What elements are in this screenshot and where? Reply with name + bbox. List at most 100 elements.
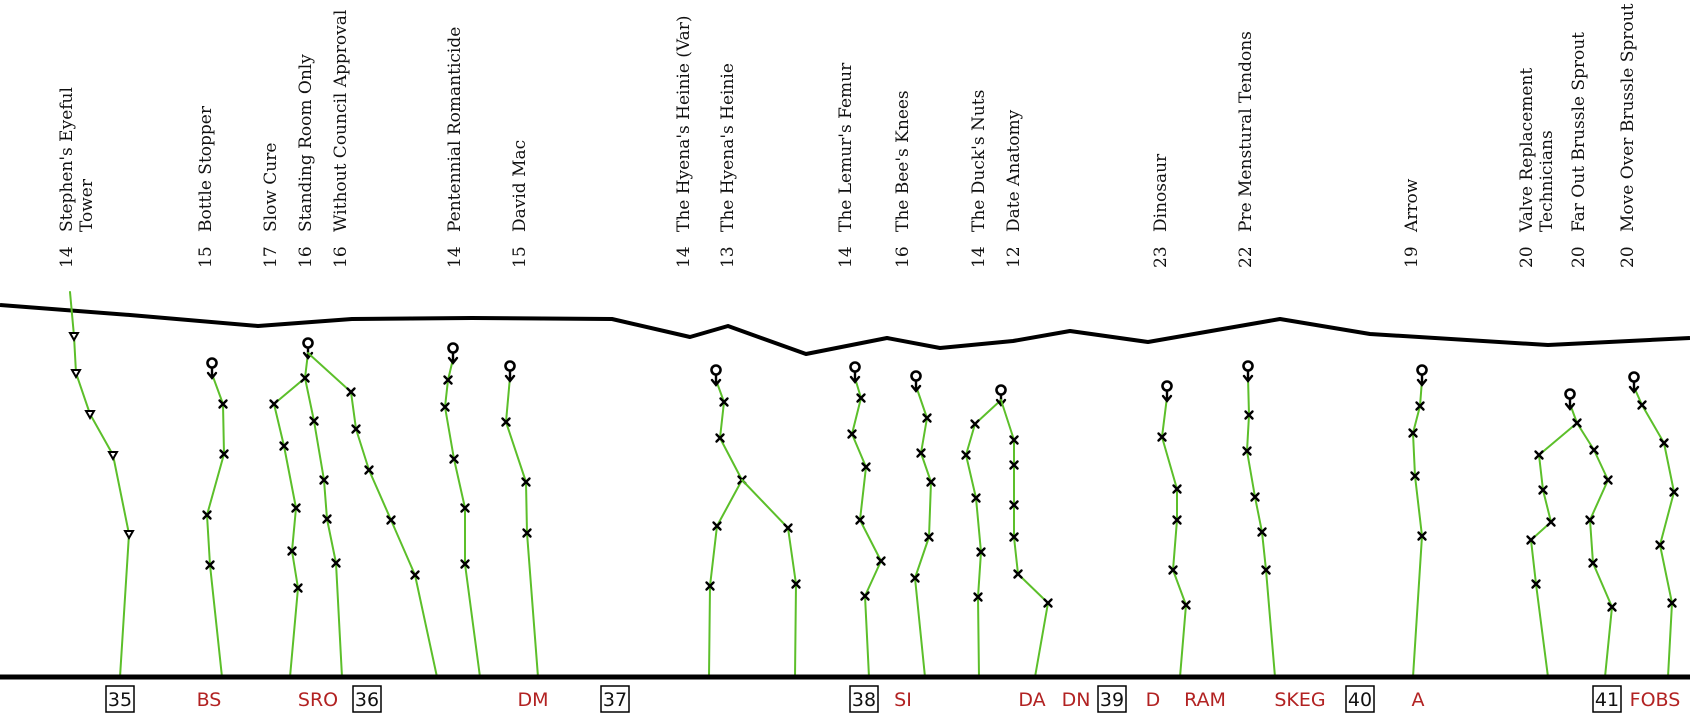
route-without-council-approval[interactable] — [307, 352, 438, 678]
route-line — [1569, 403, 1613, 678]
bolt-marker — [1588, 558, 1598, 568]
bolt-number: 40 — [1348, 689, 1372, 711]
bolt-marker — [202, 510, 212, 520]
bolt-marker — [924, 532, 934, 542]
bolt-number: 35 — [108, 689, 132, 711]
route-label-bottle-stopper: 15 Bottle Stopper — [196, 105, 216, 268]
bolt-marker — [322, 514, 332, 524]
bolt-marker — [522, 528, 532, 538]
bolt-marker — [1410, 471, 1420, 481]
route-slow-cure[interactable] — [269, 377, 306, 678]
route-name: Technicians — [1537, 130, 1557, 232]
bolt-marker — [1417, 531, 1427, 541]
anchor-icon — [910, 370, 922, 393]
route-date-anatomy[interactable] — [1000, 399, 1053, 678]
route-the-bees-knees[interactable] — [910, 370, 936, 678]
lower-off-marker — [123, 530, 135, 541]
bolt-marker — [1538, 485, 1548, 495]
route-david-mac[interactable] — [501, 360, 539, 678]
route-name: Far Out Brussle Sprout — [1569, 32, 1589, 232]
route-standing-room-only[interactable] — [300, 337, 343, 678]
route-grade: 16 — [893, 246, 913, 268]
bolt-marker — [331, 558, 341, 568]
route-pentennial-romanticide[interactable] — [440, 342, 481, 678]
bolt-marker — [1415, 401, 1425, 411]
route-label-far-out-brussle-sprout: 20 Far Out Brussle Sprout — [1569, 32, 1589, 268]
route-label-valve-replacement-technicians: 20 Valve Replacement Technicians — [1517, 68, 1557, 268]
anchor-icon — [710, 364, 722, 387]
bolt-marker — [970, 419, 980, 429]
route-label-david-mac: 15 David Mac — [510, 140, 530, 268]
route-far-out-brussle-sprout[interactable] — [1564, 388, 1617, 678]
route-line — [69, 291, 130, 678]
route-stephens-eyeful-tower[interactable] — [68, 291, 135, 678]
bolt-marker — [443, 375, 453, 385]
bolt-marker — [309, 416, 319, 426]
bolt-marker — [856, 393, 866, 403]
route-name: Stephen's Eyeful — [57, 87, 77, 232]
route-valve-replacement-technicians[interactable] — [1526, 422, 1578, 678]
bolt-marker — [973, 592, 983, 602]
route-name: Standing Room Only — [296, 54, 316, 232]
bolt-marker — [300, 373, 310, 383]
route-name: Move Over Brussle Sprout — [1618, 3, 1638, 232]
route-name: Date Anatomy — [1004, 109, 1024, 232]
bolt-number: 38 — [852, 689, 876, 711]
route-abbreviation: DM — [517, 689, 548, 711]
route-name: Valve Replacement — [1517, 68, 1537, 233]
route-grade: 22 — [1236, 246, 1256, 268]
route-name: Dinosaur — [1151, 153, 1171, 232]
bolt-marker — [876, 556, 886, 566]
bolt-marker — [1589, 445, 1599, 455]
route-label-the-lemurs-femur: 14 The Lemur's Femur — [836, 62, 856, 268]
bolt-number-box: 40 — [1345, 685, 1375, 713]
route-line — [741, 479, 797, 678]
bolt-marker — [1181, 600, 1191, 610]
route-bottle-stopper[interactable] — [202, 357, 229, 678]
bolt-marker — [449, 454, 459, 464]
route-abbreviation: A — [1412, 689, 1425, 711]
route-grade: 14 — [969, 246, 989, 268]
route-the-hyenas-heinie-var[interactable] — [705, 364, 747, 678]
route-pre-menstural-tendons[interactable] — [1242, 360, 1276, 678]
anchor-icon — [1628, 371, 1640, 394]
route-name: Tower — [77, 178, 97, 232]
bolt-number: 39 — [1100, 689, 1124, 711]
bolt-marker — [1013, 569, 1023, 579]
route-line — [914, 385, 932, 678]
route-dinosaur[interactable] — [1157, 380, 1191, 678]
route-grade: 16 — [331, 246, 351, 268]
route-line — [444, 358, 481, 678]
bolt-marker — [1009, 460, 1019, 470]
route-line — [965, 399, 1002, 678]
route-the-lemurs-femur[interactable] — [847, 361, 886, 678]
route-grade: 13 — [718, 246, 738, 268]
route-the-hyenas-heinie[interactable] — [741, 479, 801, 678]
route-abbreviation: SI — [894, 689, 912, 711]
route-grade: 15 — [196, 246, 216, 268]
bolt-marker — [440, 402, 450, 412]
bolt-marker — [1242, 446, 1252, 456]
lower-off-marker — [70, 369, 82, 380]
bolt-marker — [1172, 515, 1182, 525]
route-name: Bottle Stopper — [196, 105, 216, 232]
route-label-the-hyenas-heinie-var: 14 The Hyena's Heinie (Var) — [674, 15, 694, 268]
route-start-labels: BS SRO DM SI DA DN D RAM SKEG A FOBS 35 36 37 38 39 40 41 — [105, 685, 1681, 713]
route-abbreviation: FOBS — [1630, 689, 1681, 711]
route-arrow[interactable] — [1408, 364, 1428, 678]
bolt-marker — [971, 493, 981, 503]
bolt-marker — [1585, 515, 1595, 525]
bolt-number-box: 38 — [849, 685, 879, 713]
bolt-marker — [1572, 418, 1582, 428]
anchor-icon — [849, 361, 861, 384]
route-move-over-brussle-sprout[interactable] — [1628, 371, 1679, 678]
route-the-ducks-nuts[interactable] — [961, 384, 1007, 678]
bolt-marker — [1667, 598, 1677, 608]
bolt-number: 41 — [1595, 689, 1619, 711]
cliff-top-ridge — [0, 303, 1690, 356]
bolt-marker — [1250, 492, 1260, 502]
bolt-marker — [1157, 432, 1167, 442]
bolt-marker — [364, 465, 374, 475]
bolt-number-box: 35 — [105, 685, 135, 713]
